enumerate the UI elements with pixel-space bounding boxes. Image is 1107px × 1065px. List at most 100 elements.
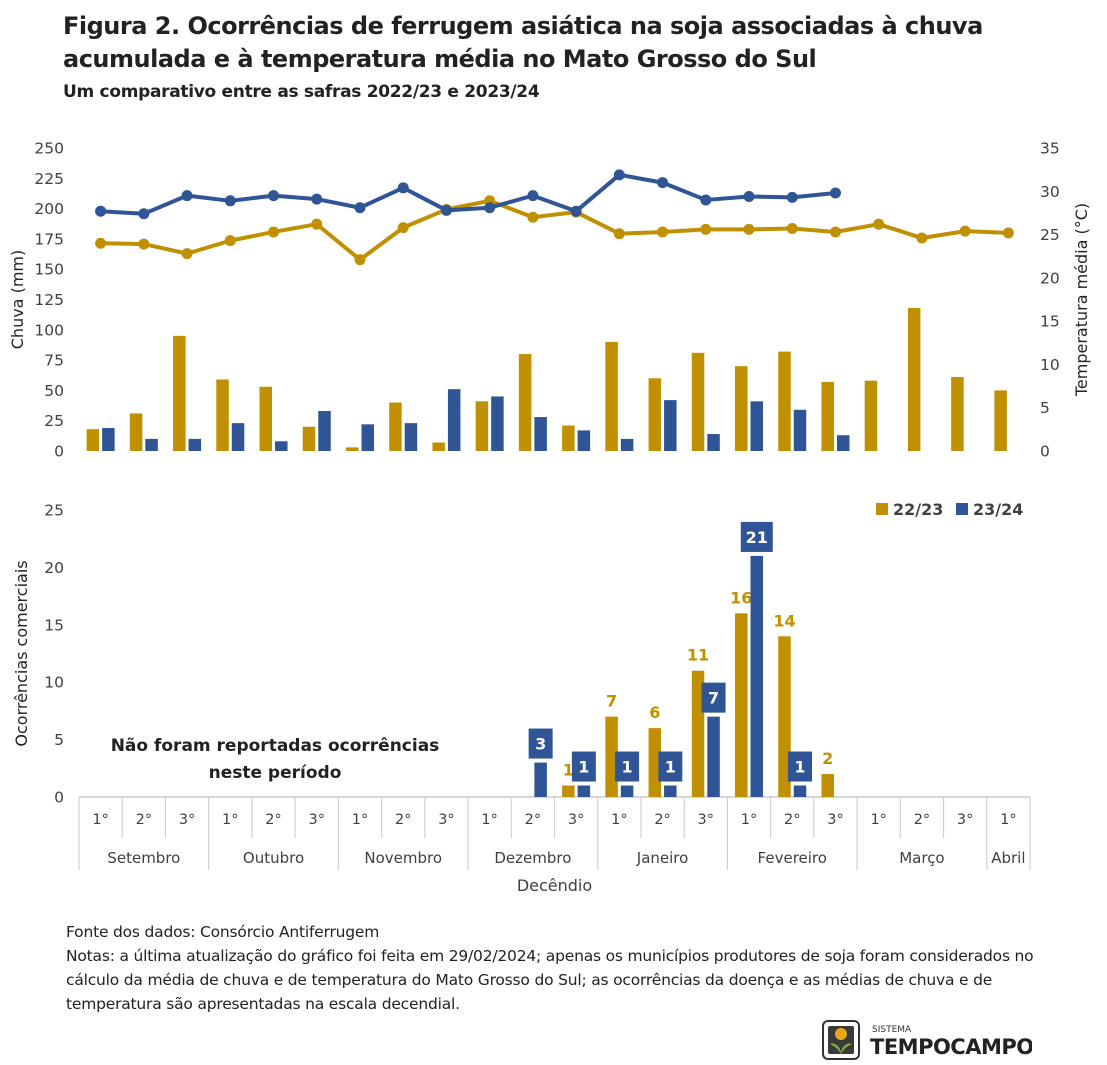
temp-point-2223 [657, 226, 669, 238]
occurrence-bar-2324 [750, 555, 764, 797]
rain-bar-2324 [750, 401, 764, 451]
y-left-axis-title: Chuva (mm) [8, 250, 27, 349]
temp-point-2223 [700, 223, 712, 235]
temp-point-2223 [743, 223, 755, 235]
occurrences-chart: 0 5 10 15 20 25 Ocorrências comerciais 1° 2° 3° 1°… [12, 500, 1031, 895]
occurrence-bar-2223 [691, 670, 705, 797]
rain-bar-2223 [562, 425, 575, 451]
temp-point-2223 [95, 237, 107, 249]
data-label-2223: 1 [563, 761, 574, 780]
temp-line-2223 [100, 198, 1009, 262]
x-tick-label: 1° [222, 812, 238, 828]
data-label-2324: 21 [746, 528, 768, 547]
data-label-2223: 7 [606, 692, 617, 711]
temp-point-2223 [613, 228, 625, 240]
legend-swatch [956, 503, 968, 515]
x-tick-label: 1° [352, 812, 368, 828]
y-left-tick-label: 150 [34, 261, 64, 279]
temp-point-2223 [873, 218, 885, 230]
x-tick-label: 3° [827, 812, 843, 828]
figure-subtitle: Um comparativo entre as safras 2022/23 e… [63, 82, 540, 102]
occurrence-bar-2223 [562, 785, 575, 797]
x-tick-label: 1° [92, 812, 108, 828]
y-left-tick-label: 0 [54, 443, 64, 461]
y-left-tick-label: 100 [34, 321, 64, 339]
data-label-2324: 3 [535, 735, 546, 754]
rain-bar-2223 [821, 381, 834, 451]
rain-bar-2324 [447, 389, 461, 451]
rain-bar-2223 [691, 352, 705, 451]
x-tick-label: 2° [654, 812, 670, 828]
x-month-label: Outubro [243, 849, 304, 867]
y-left-tick-label: 250 [34, 140, 64, 158]
rain-bar-2223 [994, 390, 1007, 451]
x-tick-label: 3° [957, 812, 973, 828]
rain-bar-2223 [605, 341, 618, 451]
y-left-tick-label: 25 [44, 412, 64, 430]
data-label-box-2324 [788, 751, 812, 782]
rain-bar-2324 [577, 430, 591, 451]
data-label-2324: 1 [665, 758, 676, 777]
x-axis-title: Decêndio [517, 876, 592, 895]
rain-bar-2324 [102, 427, 115, 451]
data-label-box-2324 [528, 728, 553, 759]
data-source: Fonte dos dados: Consórcio Antiferrugem [66, 923, 380, 941]
y-tick-label: 20 [44, 559, 64, 577]
x-tick-label: 1° [870, 812, 886, 828]
y-tick-label: 15 [44, 616, 64, 634]
rain-bar-2223 [432, 442, 445, 451]
occurrence-bar-2324 [577, 785, 591, 797]
y-tick-label: 10 [44, 674, 64, 692]
rain-bar-2223 [345, 447, 359, 451]
rain-bar-2324 [707, 434, 720, 451]
y-right-tick-label: 5 [1040, 399, 1050, 417]
temp-point-2324 [268, 190, 280, 202]
rain-bar-2223 [129, 413, 143, 451]
rain-bar-2223 [389, 402, 402, 451]
occurrence-bar-2324 [707, 716, 720, 797]
y-right-tick-label: 35 [1040, 140, 1060, 158]
data-label-box-2324 [571, 751, 596, 782]
data-label-box-2324 [615, 751, 640, 782]
x-tick-label: 3° [179, 812, 195, 828]
temp-point-2324 [657, 177, 669, 189]
x-month-label: Novembro [364, 849, 442, 867]
y-left-tick-label: 50 [44, 382, 64, 400]
rain-bar-2223 [778, 351, 791, 451]
rain-bar-2324 [231, 423, 245, 451]
temp-point-2324 [181, 190, 193, 202]
x-month-label: Setembro [107, 849, 180, 867]
temp-point-2223 [224, 235, 236, 247]
data-label-2223: 2 [822, 749, 833, 768]
x-tick-label: 3° [438, 812, 454, 828]
x-tick-label: 2° [784, 812, 800, 828]
data-label-2324: 7 [708, 689, 719, 708]
rain-bar-2324 [534, 417, 547, 451]
y-tick-label: 0 [54, 789, 64, 807]
rain-bar-2223 [864, 380, 878, 451]
y-right-tick-label: 15 [1040, 313, 1060, 331]
rain-bar-2324 [664, 400, 677, 451]
rain-bar-2324 [188, 438, 202, 451]
data-label-2223: 6 [649, 703, 660, 722]
legend-label: 22/23 [893, 500, 943, 519]
x-tick-label: 2° [914, 812, 930, 828]
occurrence-bar-2223 [605, 716, 618, 797]
occurrence-bar-2324 [793, 785, 807, 797]
temp-point-2324 [397, 182, 409, 194]
y-left-tick-label: 125 [34, 291, 64, 309]
temp-point-2223 [959, 225, 971, 237]
temp-point-2223 [354, 254, 366, 266]
y-right-tick-label: 0 [1040, 443, 1050, 461]
y-right-tick-label: 25 [1040, 226, 1060, 244]
temp-point-2324 [829, 187, 841, 199]
temp-point-2324 [743, 190, 755, 202]
logo-main-text: TEMPOCAMPO [870, 1035, 1032, 1059]
data-label-2223: 14 [773, 611, 795, 630]
rain-bar-2223 [259, 386, 273, 451]
x-tick-label: 1° [1000, 812, 1016, 828]
y-tick-label: 25 [44, 502, 64, 520]
occurrence-bar-2324 [664, 785, 677, 797]
notes-block: Fonte dos dados: Consórcio Antiferrugem … [66, 920, 1046, 1016]
